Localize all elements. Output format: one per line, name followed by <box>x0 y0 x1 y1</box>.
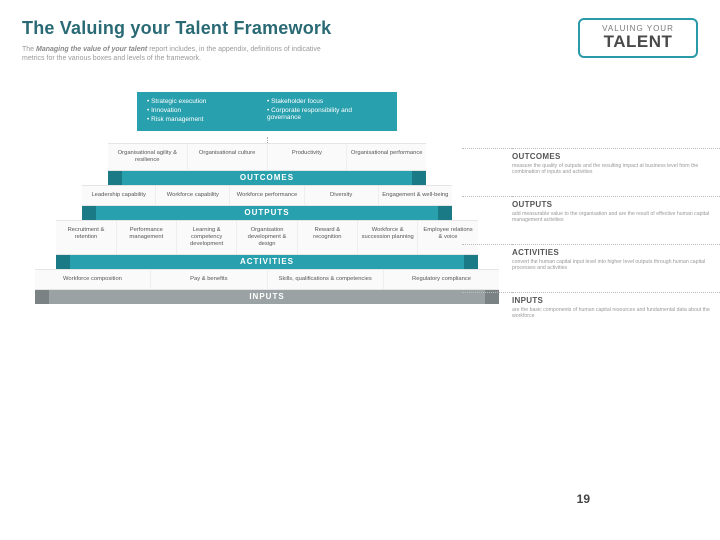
subtitle: The Managing the value of your talent re… <box>22 45 342 64</box>
tier-cells: Organisational agility & resilienceOrgan… <box>108 143 426 171</box>
callout-item: Strategic execution <box>147 98 267 105</box>
callout-item: Innovation <box>147 107 267 114</box>
tier-cell: Skills, qualifications & competencies <box>267 270 383 289</box>
tier-cell: Pay & benefits <box>150 270 266 289</box>
tier-cells: Leadership capabilityWorkforce capabilit… <box>82 185 452 206</box>
tier-cell: Recruitment & retention <box>56 221 115 254</box>
tier-bar: ACTIVITIES <box>56 255 477 269</box>
tier-cell: Employee relations & voice <box>417 221 477 254</box>
tier-cell: Workforce composition <box>35 270 150 289</box>
callout-left-col: Strategic execution Innovation Risk manage… <box>147 98 267 125</box>
tier-bar: INPUTS <box>35 290 499 304</box>
side-label-head: OUTCOMES <box>512 152 720 161</box>
side-label-head: INPUTS <box>512 296 720 305</box>
tier-cell: Leadership capability <box>82 186 155 205</box>
side-label: INPUTS are the basic components of human … <box>512 292 720 320</box>
side-label: OUTPUTS add measurable value to the organ… <box>512 196 720 224</box>
side-label-text: add measurable value to the organisation… <box>512 211 720 224</box>
side-label: OUTCOMES measure the quality of outputs a… <box>512 148 720 176</box>
tier: Organisational agility & resilienceOrgan… <box>108 143 426 185</box>
tier-cell: Organisational performance <box>346 144 426 170</box>
logo-main-text: TALENT <box>592 33 684 50</box>
side-label-text: measure the quality of outputs and the r… <box>512 163 720 176</box>
tier-cells: Workforce compositionPay & benefitsSkill… <box>35 269 499 290</box>
tier-cells: Recruitment & retentionPerformance manag… <box>56 220 477 255</box>
tier-cell: Engagement & well-being <box>378 186 452 205</box>
framework-diagram: Strategic execution Innovation Risk manage… <box>22 92 698 304</box>
tier-cell: Workforce & succession planning <box>357 221 417 254</box>
callout-item: Corporate responsibility and governance <box>267 107 387 121</box>
top-callout: Strategic execution Innovation Risk manage… <box>137 92 397 131</box>
tier-cell: Performance management <box>116 221 176 254</box>
tier: Workforce compositionPay & benefitsSkill… <box>35 269 499 304</box>
tier-cell: Workforce capability <box>155 186 229 205</box>
callout-right-col: Stakeholder focus Corporate responsibilit… <box>267 98 387 125</box>
brand-logo: VALUING YOUR TALENT <box>578 18 698 58</box>
page-number: 19 <box>577 492 590 506</box>
tier-cell: Organisational culture <box>187 144 267 170</box>
side-label-head: ACTIVITIES <box>512 248 720 257</box>
tier-bar: OUTPUTS <box>82 206 452 220</box>
tier-cell: Reward & recognition <box>297 221 357 254</box>
callout-item: Risk management <box>147 116 267 123</box>
tier-bar-label: INPUTS <box>49 290 485 304</box>
subtitle-prefix: The <box>22 46 36 53</box>
tier-cell: Organisation development & design <box>236 221 296 254</box>
callout-item: Stakeholder focus <box>267 98 387 105</box>
subtitle-bold: Managing the value of your talent <box>36 46 147 53</box>
tier-bar-label: ACTIVITIES <box>70 255 463 269</box>
tier: Recruitment & retentionPerformance manag… <box>56 220 477 269</box>
tier-bar-label: OUTCOMES <box>122 171 412 185</box>
side-label-text: convert the human capital input level in… <box>512 259 720 272</box>
tier-cell: Productivity <box>267 144 347 170</box>
tier-bar-label: OUTPUTS <box>96 206 438 220</box>
tier-bar: OUTCOMES <box>108 171 426 185</box>
tier: Leadership capabilityWorkforce capabilit… <box>82 185 452 220</box>
side-label: ACTIVITIES convert the human capital inpu… <box>512 244 720 272</box>
tier-cell: Regulatory compliance <box>383 270 499 289</box>
side-label-text: are the basic components of human capita… <box>512 307 720 320</box>
page-title: The Valuing your Talent Framework <box>22 18 578 39</box>
tier-cell: Organisational agility & resilience <box>108 144 187 170</box>
tier-cell: Workforce performance <box>229 186 303 205</box>
side-label-head: OUTPUTS <box>512 200 720 209</box>
tier-cell: Diversity <box>304 186 378 205</box>
tier-cell: Learning & competency development <box>176 221 236 254</box>
